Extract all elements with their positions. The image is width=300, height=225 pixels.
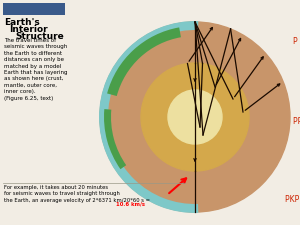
Wedge shape [107, 27, 181, 96]
Text: PKP wave: PKP wave [285, 196, 300, 205]
Text: P wave: P wave [293, 38, 300, 47]
Bar [3, 3, 65, 15]
Circle shape [100, 22, 290, 212]
Text: Earth's: Earth's [4, 18, 40, 27]
Text: Interior: Interior [9, 25, 48, 34]
Text: The travel times of
seismic waves through
the Earth to different
distances can o: The travel times of seismic waves throug… [4, 38, 68, 101]
Wedge shape [104, 109, 126, 169]
Text: Structure: Structure [15, 32, 64, 41]
Wedge shape [99, 21, 198, 213]
Text: 10.6 km/s: 10.6 km/s [116, 202, 145, 207]
Circle shape [168, 90, 222, 144]
Circle shape [141, 63, 249, 171]
Text: For example, it takes about 20 minutes
for seismic waves to travel straight thro: For example, it takes about 20 minutes f… [4, 185, 152, 203]
Text: PP wave: PP wave [293, 117, 300, 126]
